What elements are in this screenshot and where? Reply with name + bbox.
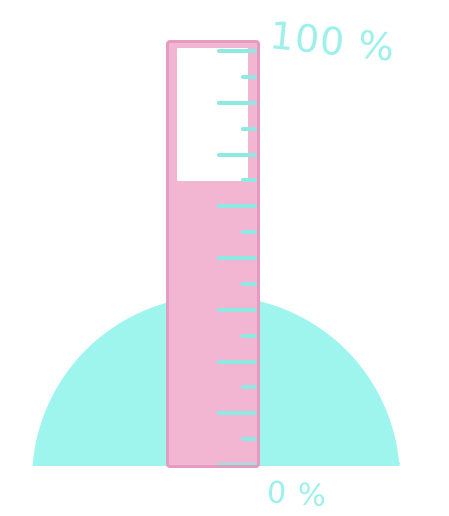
major-tick <box>217 101 257 105</box>
major-tick <box>217 463 257 465</box>
minor-tick <box>241 178 257 182</box>
level-tube <box>166 40 260 468</box>
major-tick <box>217 153 257 157</box>
minor-tick <box>241 230 257 234</box>
major-tick <box>217 411 257 415</box>
major-tick <box>217 49 257 53</box>
major-tick <box>217 308 257 312</box>
minor-tick <box>241 127 257 131</box>
major-tick <box>217 204 257 208</box>
minor-tick <box>241 334 257 338</box>
major-tick <box>217 360 257 364</box>
minor-tick <box>241 437 257 441</box>
min-percent-label: 0 % <box>265 475 329 515</box>
tube-empty-portion <box>177 48 248 181</box>
minor-tick <box>241 282 257 286</box>
minor-tick <box>241 75 257 79</box>
minor-tick <box>241 385 257 389</box>
major-tick <box>217 256 257 260</box>
